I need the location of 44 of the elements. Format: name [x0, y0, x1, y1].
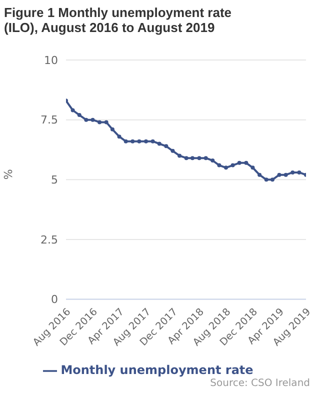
chart-title: Figure 1 Monthly unemployment rate (ILO), August 2016 to August 2019 — [3, 4, 233, 37]
point — [244, 160, 248, 165]
point — [150, 139, 155, 144]
point — [117, 134, 122, 139]
y-tick-label: 5 — [51, 174, 58, 187]
y-tick-label: 0 — [51, 293, 58, 306]
point — [124, 139, 128, 144]
point — [250, 166, 255, 170]
point — [277, 172, 282, 177]
point — [98, 120, 102, 124]
y-tick-label: 7.5 — [40, 114, 58, 127]
point — [264, 178, 268, 182]
y-tick-label: 2.5 — [40, 233, 58, 246]
point — [210, 158, 215, 162]
point — [178, 154, 182, 158]
point — [290, 170, 295, 174]
point — [284, 172, 288, 177]
point — [144, 139, 148, 144]
point — [184, 156, 188, 160]
point — [204, 156, 208, 160]
point — [297, 170, 302, 174]
point — [237, 160, 242, 165]
point — [217, 163, 222, 168]
point — [197, 156, 202, 160]
point — [130, 139, 135, 144]
y-tick-label: 10 — [44, 54, 58, 67]
point — [77, 113, 82, 118]
point — [157, 142, 162, 146]
point — [90, 118, 95, 122]
point — [224, 166, 228, 170]
y-axis-title: % — [2, 169, 15, 180]
point — [270, 178, 274, 182]
point — [190, 156, 194, 160]
point — [230, 163, 235, 168]
point — [170, 148, 175, 153]
legend-label: Monthly unemployment rate — [60, 363, 254, 378]
source-note: Source: CSO Ireland — [209, 378, 311, 389]
point — [84, 118, 88, 122]
point — [110, 127, 114, 132]
point — [104, 120, 108, 124]
point — [70, 108, 75, 112]
point — [137, 139, 142, 144]
point — [164, 144, 168, 148]
point — [258, 172, 262, 177]
